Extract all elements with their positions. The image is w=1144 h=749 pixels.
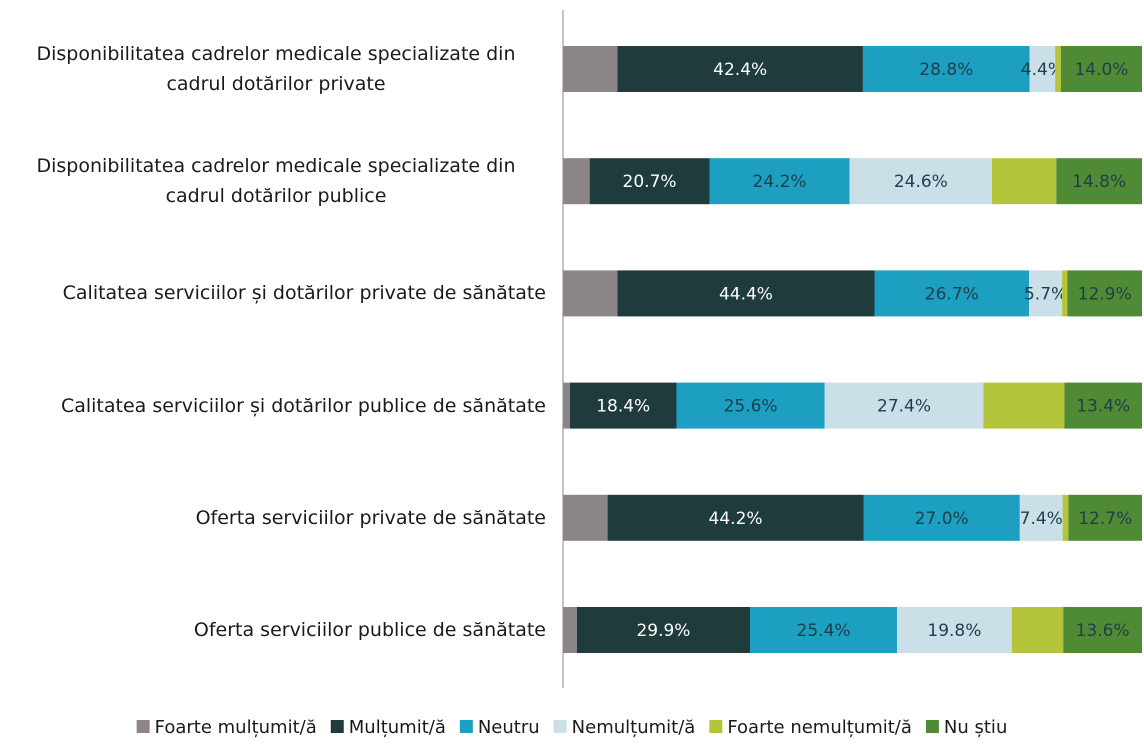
category-text: Oferta serviciilor publice de sănătate	[193, 619, 546, 641]
legend-swatch	[709, 720, 723, 733]
bar-segment	[750, 607, 898, 653]
bar-segment	[1011, 607, 1064, 653]
bar-segment	[863, 494, 1020, 541]
bar-segment	[1029, 270, 1063, 317]
data-label: 13.6%	[1076, 621, 1130, 641]
data-label: 14.8%	[1072, 172, 1126, 192]
category-text: Disponibilitatea cadrelor medicale speci…	[36, 155, 516, 208]
data-label: 5.7%	[1024, 284, 1067, 304]
data-label: 20.7%	[623, 172, 677, 192]
bar-segment	[1056, 158, 1142, 205]
bar-segment	[563, 270, 618, 317]
category-label: Calitatea serviciilor și dotărilor publi…	[0, 391, 546, 421]
legend-label: Neutru	[478, 717, 540, 738]
data-label: 44.2%	[709, 509, 763, 529]
data-label: 12.9%	[1078, 284, 1132, 304]
bar-segment	[563, 607, 577, 653]
bar-segment	[849, 158, 993, 205]
legend-swatch	[136, 720, 150, 733]
category-label: Oferta serviciilor private de sănătate	[0, 503, 546, 533]
bar-segment	[1067, 270, 1142, 317]
data-label: 28.8%	[919, 60, 973, 80]
category-text: Oferta serviciilor private de sănătate	[195, 506, 546, 529]
bar-segment	[874, 270, 1030, 317]
data-label: 18.4%	[596, 397, 650, 417]
bar-segment	[563, 158, 590, 205]
bar-segment	[897, 607, 1012, 653]
legend-swatch	[459, 720, 473, 733]
bar-segment	[563, 382, 570, 429]
legend-label: Foarte mulțumit/ă	[155, 717, 317, 738]
bar-segment	[576, 607, 751, 653]
category-text: Disponibilitatea cadrelor medicale speci…	[36, 43, 516, 95]
data-label: 7.4%	[1020, 509, 1063, 529]
legend-label: Mulțumit/ă	[349, 717, 446, 738]
category-label: Calitatea serviciilor și dotărilor priva…	[0, 278, 546, 308]
bar-segment	[992, 158, 1057, 205]
legend-label: Nu știu	[944, 717, 1007, 738]
data-label: 27.0%	[915, 509, 969, 529]
bar-segment	[563, 46, 618, 92]
data-label: 13.4%	[1076, 397, 1130, 417]
bar-segment	[1068, 494, 1142, 541]
legend-swatch	[330, 720, 344, 733]
category-text: Calitatea serviciilor și dotărilor priva…	[62, 282, 546, 305]
data-label: 26.7%	[925, 284, 979, 304]
bar-segment	[709, 158, 850, 205]
data-label: 14.0%	[1074, 60, 1128, 80]
legend-swatch	[553, 720, 567, 733]
category-label: Oferta serviciilor publice de sănătate	[0, 615, 546, 645]
data-label: 25.6%	[724, 397, 778, 417]
bar-segment	[617, 46, 863, 92]
bar-segment	[862, 46, 1030, 92]
data-label: 19.8%	[927, 621, 981, 641]
data-label: 12.7%	[1078, 509, 1132, 529]
bar-segment	[589, 158, 710, 205]
bar-segment	[569, 382, 677, 429]
data-label: 25.4%	[797, 621, 851, 641]
data-label: 42.4%	[713, 60, 767, 80]
data-label: 27.4%	[877, 397, 931, 417]
data-label: 44.4%	[719, 284, 773, 304]
bar-segment	[1029, 46, 1056, 92]
bar-segment	[563, 494, 608, 541]
bar-segment	[1060, 46, 1142, 92]
bar-segment	[1019, 494, 1063, 541]
bar-segment	[617, 270, 875, 317]
bar-segment	[1055, 46, 1061, 92]
data-label: 24.2%	[753, 172, 807, 192]
category-text: Calitatea serviciilor și dotărilor publi…	[60, 394, 546, 417]
legend-label: Nemulțumit/ă	[572, 717, 696, 738]
bar-segment	[983, 382, 1065, 429]
bar-segment	[676, 382, 825, 429]
bar-segment	[1063, 607, 1142, 653]
bar-segment	[1062, 494, 1069, 541]
category-label: Disponibilitatea cadrelor medicale speci…	[0, 39, 546, 99]
category-label: Disponibilitatea cadrelor medicale speci…	[0, 151, 546, 211]
data-label: 29.9%	[636, 621, 690, 641]
bar-segment	[607, 494, 864, 541]
data-label: 4.4%	[1021, 60, 1064, 80]
legend-label: Foarte nemulțumit/ă	[727, 717, 912, 738]
legend-swatch	[925, 720, 939, 733]
bar-segment	[1064, 382, 1142, 429]
bar-segment	[824, 382, 984, 429]
bar-segment	[1062, 270, 1068, 317]
data-label: 24.6%	[894, 172, 948, 192]
